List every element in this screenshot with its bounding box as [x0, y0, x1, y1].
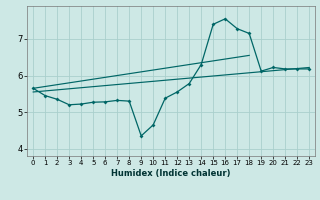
X-axis label: Humidex (Indice chaleur): Humidex (Indice chaleur) — [111, 169, 231, 178]
